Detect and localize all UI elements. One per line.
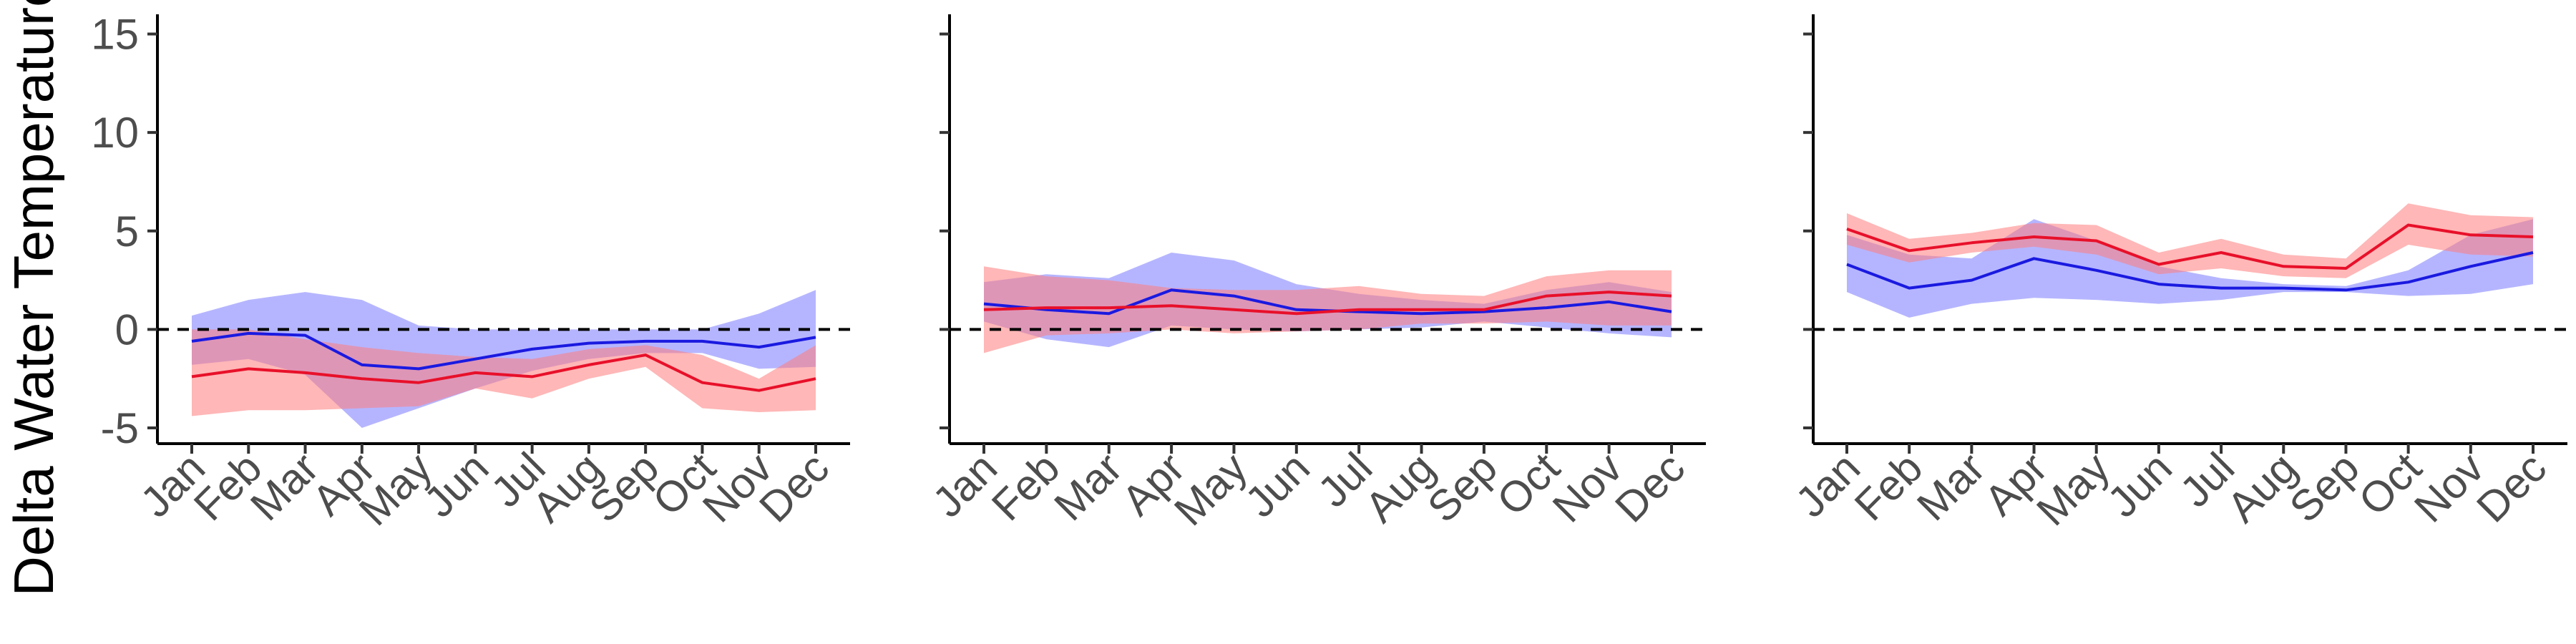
panels: -5 0 5 10 15 JanFebMarAprMayJunJulAugSepOctNo… <box>91 11 2567 535</box>
x-tick-label: Dec <box>2467 444 2555 532</box>
x-tick-label: Dec <box>750 444 838 532</box>
y-tick-label: -5 <box>101 404 139 452</box>
x-tick-label: Dec <box>1606 444 1694 532</box>
x-tick-label: Jun <box>2098 444 2181 527</box>
x-tick-label: Jun <box>1236 444 1319 527</box>
line-red-panel-3 <box>1846 223 2534 270</box>
line-blue-panel-3 <box>1846 251 2534 292</box>
panel-1: -5051015JanFebMarAprMayJunJulAugSepOctNo… <box>91 11 850 535</box>
y-tick-label: 5 <box>115 208 139 255</box>
y-tick-label: 10 <box>91 109 139 157</box>
y-axis-title: Delta Water Temperature <box>2 0 65 597</box>
line-red-panel-1 <box>191 353 816 392</box>
y-tick-label: 15 <box>91 11 139 59</box>
band-red-panel-1 <box>192 329 816 416</box>
y-tick-label: 0 <box>115 306 139 353</box>
band-red-panel-3 <box>1847 203 2533 278</box>
line-blue-panel-1 <box>191 331 816 371</box>
line-red-panel-2 <box>983 291 1672 316</box>
